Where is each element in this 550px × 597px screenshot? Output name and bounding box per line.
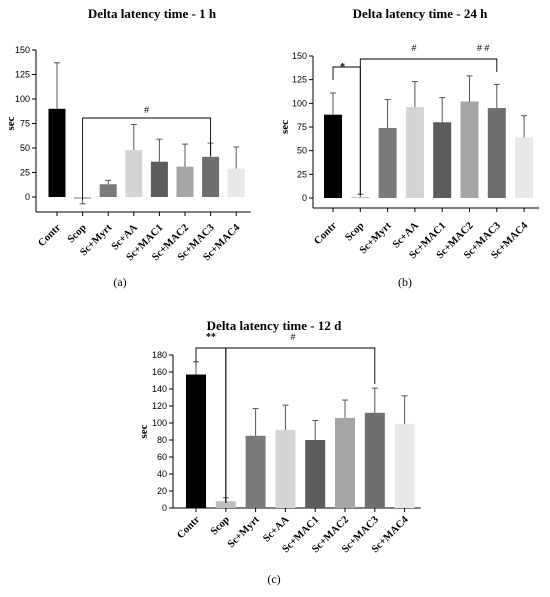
y-tick-label: 0: [302, 193, 307, 203]
bar-Sc+Myrt: [378, 127, 397, 198]
bar-Sc+AA: [405, 107, 424, 198]
y-tick-label: 0: [162, 503, 167, 513]
bar-Sc+MAC2: [176, 166, 194, 197]
chart-panel-3: Delta latency time - 12 d 0 20 40 60 80 100 120…: [138, 318, 421, 586]
bar-Scop: [351, 197, 370, 198]
chart-panel-1: Delta latency time - 1 h 0 25 50 75 100 125 150…: [5, 6, 251, 289]
y-tick-label: 125: [15, 70, 30, 80]
chart-title: Delta latency time - 1 h: [88, 6, 217, 21]
y-tick-label: 150: [15, 45, 30, 55]
y-tick-label: 100: [15, 94, 30, 104]
y-tick-label: 40: [157, 469, 167, 479]
bar-Contr: [324, 114, 342, 198]
bar-Sc+AA: [125, 149, 143, 197]
y-tick-label: 140: [152, 384, 167, 394]
y-tick-label: 100: [292, 98, 307, 108]
significance-bracket: [359, 58, 498, 195]
y-tick-label: 180: [152, 350, 167, 360]
significance-label: #: [144, 105, 149, 115]
chart-title: Delta latency time - 24 h: [353, 6, 488, 21]
y-tick-label: 0: [25, 192, 30, 202]
panel-caption: (b): [398, 275, 412, 289]
bar-Sc+MAC3: [487, 108, 506, 198]
y-tick-label: 125: [292, 75, 307, 85]
x-tick-label: Contr: [312, 220, 339, 247]
x-tick-label: Scop: [209, 514, 232, 537]
bar-Sc+MAC1: [150, 161, 168, 197]
y-tick-label: 160: [152, 367, 167, 377]
y-axis-label: sec: [279, 120, 291, 134]
y-tick-label: 75: [297, 122, 307, 132]
y-tick-label: 80: [157, 435, 167, 445]
bar-Sc+MAC1: [433, 122, 452, 198]
y-tick-label: 50: [297, 146, 307, 156]
y-tick-label: 60: [157, 452, 167, 462]
significance-bracket: [225, 347, 376, 503]
significance-label: #: [290, 332, 295, 342]
x-tick-label: Scop: [343, 220, 366, 243]
bar-Sc+MAC4: [515, 137, 534, 198]
bar-Sc+MAC2: [460, 101, 479, 198]
x-tick-label: Sc+Myrt: [226, 514, 262, 550]
bar-Sc+AA: [275, 429, 296, 508]
y-tick-label: 75: [20, 119, 30, 129]
bar-Sc+Myrt: [245, 435, 266, 508]
x-tick-label: Contr: [36, 222, 63, 249]
significance-bracket: [82, 117, 212, 200]
y-tick-label: 25: [297, 169, 307, 179]
bar-Scop: [215, 501, 236, 508]
bar-Sc+MAC1: [305, 440, 326, 508]
x-tick-label: Contr: [175, 514, 202, 541]
bar-Sc+MAC4: [394, 423, 415, 508]
significance-label: **: [206, 332, 216, 343]
bar-Sc+MAC3: [364, 412, 385, 508]
bar-Sc+MAC2: [335, 417, 355, 508]
bar-Sc+MAC3: [202, 156, 220, 197]
bar-Sc+MAC4: [227, 168, 245, 197]
bar-Contr: [186, 374, 206, 508]
significance-label: #: [411, 43, 416, 53]
y-axis-label: sec: [138, 424, 150, 438]
y-tick-label: 50: [20, 143, 30, 153]
y-tick-label: 25: [20, 168, 30, 178]
y-tick-label: 100: [152, 418, 167, 428]
panel-caption: (c): [267, 572, 280, 586]
chart-panel-2: Delta latency time - 24 h 0 25 50 75 100 125 15…: [279, 6, 540, 289]
significance-label: *: [340, 62, 345, 73]
bar-Contr: [48, 108, 66, 197]
y-axis-label: sec: [5, 116, 17, 130]
chart-title: Delta latency time - 12 d: [207, 318, 342, 333]
y-tick-label: 150: [292, 51, 307, 61]
x-tick-label: Scop: [66, 222, 89, 245]
significance-label: # #: [477, 43, 490, 53]
bar-Sc+Myrt: [99, 184, 117, 197]
y-tick-label: 120: [152, 401, 167, 411]
panel-caption: (a): [113, 275, 126, 289]
y-tick-label: 20: [157, 486, 167, 496]
